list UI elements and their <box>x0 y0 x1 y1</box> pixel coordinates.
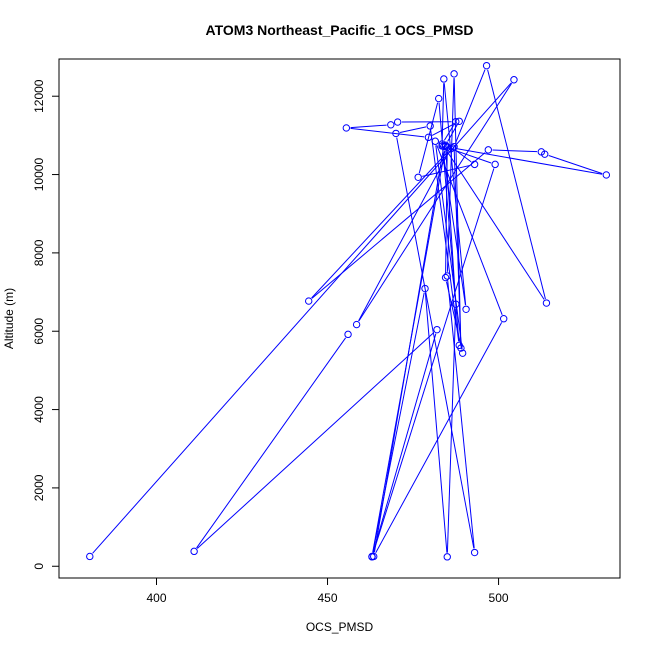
y-axis: 0 2000 4000 6000 8000 10000 12000 <box>32 79 60 570</box>
series-segment <box>372 292 425 553</box>
x-axis-label: OCS_PMSD <box>306 620 374 634</box>
data-point <box>541 150 549 158</box>
series-segment <box>487 69 546 300</box>
chart-title: ATOM3 Northeast_Pacific_1 OCS_PMSD <box>206 22 474 38</box>
series-segment <box>442 150 466 306</box>
y-tick-label: 0 <box>32 563 46 570</box>
series-line <box>92 69 603 554</box>
series-segment <box>492 149 538 153</box>
data-point <box>452 117 460 126</box>
series-segment <box>446 78 455 272</box>
data-point <box>342 124 351 132</box>
series-segment <box>455 69 486 144</box>
data-point <box>438 142 446 150</box>
data-point <box>431 137 439 145</box>
series-segment <box>196 332 435 549</box>
series-points <box>86 61 611 561</box>
series-segment <box>431 122 456 136</box>
series-segment <box>311 151 449 299</box>
series-segment <box>424 292 448 553</box>
data-point <box>305 297 313 305</box>
data-point <box>441 142 450 151</box>
series-segment <box>441 83 445 140</box>
series-segment <box>372 168 495 553</box>
data-point <box>352 320 361 329</box>
data-point <box>426 122 434 130</box>
series-segment <box>455 150 472 163</box>
data-point <box>344 330 352 339</box>
data-point <box>368 552 376 561</box>
data-point <box>414 173 422 181</box>
series-segment <box>548 155 603 175</box>
series-segment <box>396 137 475 549</box>
data-point <box>421 284 429 293</box>
data-point <box>443 272 451 280</box>
data-point <box>482 61 491 70</box>
x-tick-label: 500 <box>489 591 509 605</box>
series-segment <box>350 127 425 138</box>
series-segment <box>358 152 450 322</box>
data-point <box>190 547 198 556</box>
series-segment <box>435 145 463 350</box>
data-point <box>450 70 458 78</box>
data-point <box>433 325 441 334</box>
series-segment <box>430 130 460 342</box>
y-tick-label: 10000 <box>32 158 46 192</box>
data-point <box>435 94 443 103</box>
series-segment <box>446 308 457 553</box>
data-point <box>424 133 433 142</box>
y-tick-label: 6000 <box>32 318 46 345</box>
series-segment <box>375 322 503 554</box>
data-point <box>392 129 400 138</box>
y-tick-label: 4000 <box>32 396 46 423</box>
series-segment <box>445 150 457 301</box>
x-tick-label: 450 <box>318 591 338 605</box>
y-tick-label: 12000 <box>32 79 46 113</box>
series-segment <box>418 102 439 174</box>
series-segment <box>350 124 387 129</box>
y-axis-label: Altitude (m) <box>2 288 16 349</box>
data-point <box>448 144 457 152</box>
data-point <box>393 118 402 126</box>
data-point <box>458 349 467 357</box>
data-point <box>510 76 518 84</box>
series-segment <box>445 149 545 300</box>
x-tick-label: 400 <box>146 591 166 605</box>
data-point <box>602 171 611 179</box>
data-point <box>484 146 492 154</box>
data-point <box>542 299 551 307</box>
data-point <box>440 75 448 83</box>
data-point <box>441 273 450 282</box>
data-point <box>462 305 470 313</box>
series-segment <box>445 281 463 350</box>
data-point <box>457 344 465 352</box>
data-point <box>500 315 508 323</box>
data-point <box>86 552 94 561</box>
y-tick-label: 8000 <box>32 239 46 266</box>
data-point <box>443 553 451 561</box>
data-point <box>470 160 479 169</box>
data-point <box>491 160 499 169</box>
data-point <box>452 300 460 308</box>
data-point <box>455 117 463 125</box>
plot-frame <box>58 58 621 579</box>
series-segment <box>372 333 437 553</box>
y-tick-label: 2000 <box>32 474 46 501</box>
series-segment <box>196 337 347 549</box>
series-segment <box>453 150 462 344</box>
series-segment <box>399 126 427 134</box>
series-segment <box>456 148 603 175</box>
data-point <box>470 548 479 557</box>
x-axis: 400 450 500 <box>146 577 509 605</box>
series-segment <box>372 150 446 553</box>
data-point <box>387 121 395 129</box>
series-segment <box>447 280 475 549</box>
